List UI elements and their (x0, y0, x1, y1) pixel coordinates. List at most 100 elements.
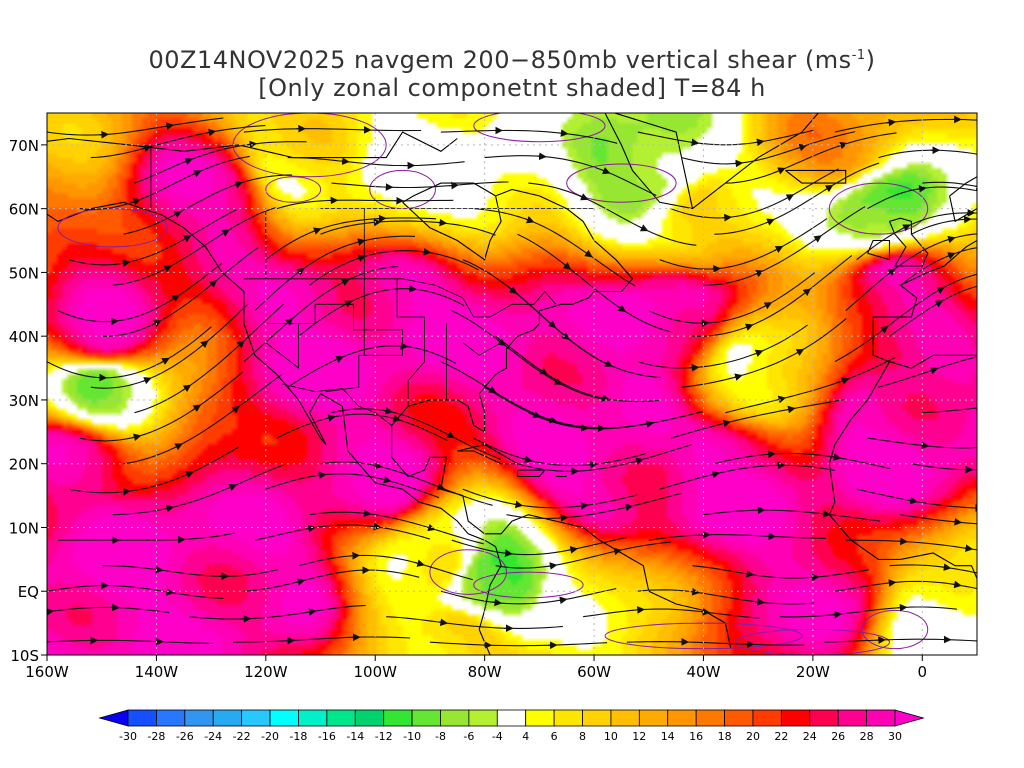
lat-label-6: 10N (9, 519, 39, 537)
streamline-arrow-38-18 (831, 453, 842, 461)
streamline-arrow-15-8 (154, 565, 164, 574)
streamline-69 (845, 233, 977, 312)
streamline-80 (123, 174, 292, 235)
contour-loop-8 (473, 571, 584, 599)
streamline-96 (287, 157, 465, 167)
streamline-arrow-103-8 (689, 138, 700, 147)
contour-loop-0 (57, 208, 168, 248)
streamline-arrow-25-8 (164, 504, 175, 513)
streamline-arrow-62-18 (600, 394, 610, 402)
colorbar-label-18: 12 (632, 730, 646, 743)
streamline-arrow-82-8 (562, 262, 572, 270)
streamline-arrow-27-8 (558, 514, 569, 522)
colorbar-box-10 (383, 709, 413, 727)
streamline-arrow-75-18 (182, 235, 192, 243)
colorbar-box-15 (525, 709, 555, 727)
streamline-arrow-89-8 (917, 185, 927, 193)
streamline-16 (298, 554, 473, 581)
colorbar-label-14: 4 (522, 730, 529, 743)
streamline-arrow-8-18 (700, 608, 711, 616)
streamline-2 (429, 641, 608, 647)
colorbar-box-4 (212, 709, 243, 727)
colorbar-label-3: -24 (204, 730, 222, 743)
streamline-arrow-93-8 (776, 167, 786, 175)
streamline-11 (243, 569, 420, 592)
streamline-23 (648, 534, 826, 541)
map-frame (46, 112, 978, 656)
streamline-97 (484, 155, 657, 196)
streamline-9 (780, 606, 957, 618)
streamline-arrow-60-8 (152, 320, 162, 328)
lon-label-3: 100W (354, 663, 398, 681)
border-4 (265, 323, 299, 369)
colorbar-left-arrow (98, 709, 129, 727)
colorbar-box-21 (695, 709, 725, 727)
streamline-arrow-22-8 (503, 549, 513, 557)
streamline-arrow-92-8 (579, 193, 589, 201)
streamline-arrow-59-18 (936, 286, 945, 294)
coastline-10 (785, 169, 847, 184)
lon-label-2: 120W (244, 663, 288, 681)
streamline-arrow-77-8 (508, 286, 518, 295)
streamline-arrow-45-8 (182, 384, 192, 393)
streamline-59 (834, 273, 977, 363)
streamline-arrow-94-8 (974, 182, 977, 191)
streamline-arrow-97-18 (601, 167, 611, 175)
streamline-arrow-18-18 (809, 573, 820, 582)
lon-label-6: 40W (687, 663, 721, 681)
streamline-28 (703, 509, 881, 522)
streamline-arrow-46-18 (445, 431, 455, 439)
coastline-3 (391, 208, 634, 433)
contour-loop-6 (265, 176, 322, 203)
streamline-53 (681, 317, 847, 388)
coastline-12 (867, 239, 891, 261)
streamline-78 (659, 218, 828, 270)
streamline-13 (637, 589, 815, 605)
coastline-11 (888, 217, 929, 267)
streamline-arrow-42-8 (522, 455, 533, 463)
streamline-79 (856, 212, 977, 261)
streamline-arrow-104-8 (886, 118, 897, 127)
streamline-arrow-87-18 (584, 249, 593, 258)
colorbar-label-19: 14 (661, 730, 675, 743)
streamline-arrow-16-18 (415, 559, 425, 567)
streamline-arrow-50-8 (142, 377, 152, 385)
streamline-arrow-43-18 (786, 405, 796, 414)
streamline-35 (123, 374, 283, 465)
streamline-arrow-25-18 (227, 484, 238, 492)
streamline-95 (90, 124, 266, 159)
colorbar-label-26: 28 (860, 730, 874, 743)
streamline-73 (703, 206, 866, 286)
streamline-arrow-63-8 (744, 323, 754, 331)
colorbar-label-16: 8 (579, 730, 586, 743)
colorbar-label-9: -12 (375, 730, 393, 743)
streamline-arrow-29-8 (952, 517, 963, 526)
streamline-arrow-31-18 (382, 475, 392, 484)
grid-lines (47, 113, 977, 655)
streamline-arrow-90-18 (247, 140, 258, 149)
colorbar (98, 709, 925, 727)
streamline-76 (265, 217, 437, 261)
streamline-arrow-45-18 (236, 340, 245, 349)
streamline-arrow-98-18 (797, 143, 808, 152)
streamline-87 (473, 208, 636, 287)
streamline-arrow-5-8 (47, 607, 55, 616)
streamline-arrow-88-18 (785, 194, 795, 202)
streamline-10 (47, 584, 224, 599)
streamline-arrow-80-18 (233, 181, 244, 189)
streamline-arrow-30-8 (121, 487, 131, 496)
streamline-77 (462, 259, 614, 368)
lat-label-8: 10S (10, 647, 39, 665)
coastline-13 (602, 113, 694, 210)
colorbar-right-arrow (894, 709, 925, 727)
streamline-51 (287, 345, 456, 388)
contour-loop-5 (828, 182, 929, 235)
colorbar-box-24 (780, 709, 811, 727)
streamline-arrow-59-8 (879, 325, 889, 334)
lat-label-5: 20N (9, 456, 39, 474)
streamline-arrow-63-18 (802, 288, 812, 297)
lat-label-3: 40N (9, 328, 39, 346)
streamline-arrow-32-18 (579, 502, 589, 510)
streamline-63 (692, 255, 853, 337)
streamline-arrow-74-8 (946, 252, 956, 260)
